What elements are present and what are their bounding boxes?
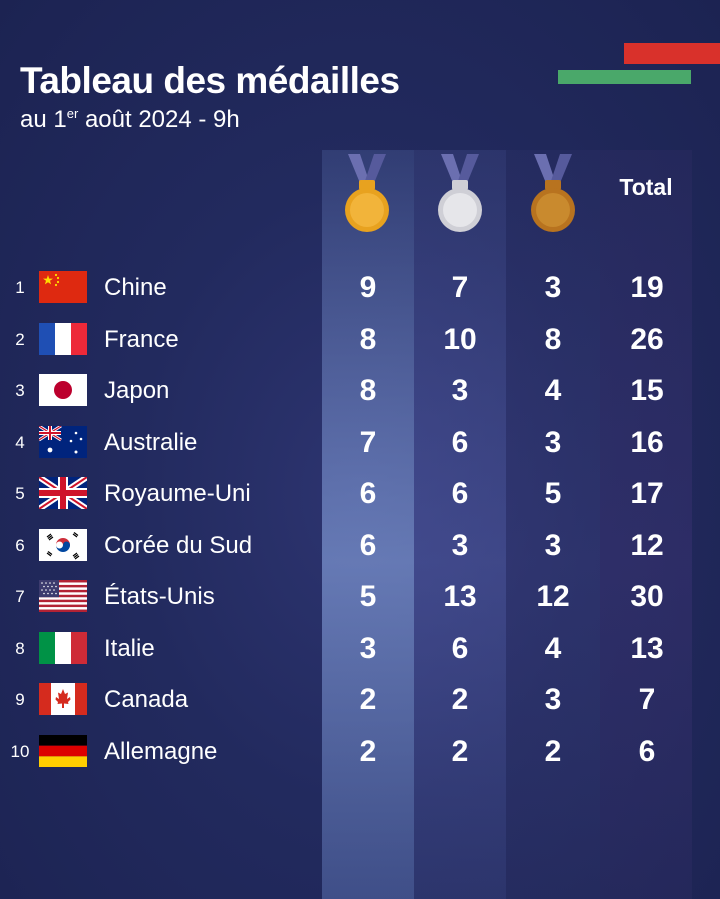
silver-medal-icon (438, 154, 482, 232)
rank-number: 2 (15, 329, 25, 349)
table-row: 10 Allemagne 2 2 2 6 (0, 728, 720, 776)
silver-count: 2 (451, 683, 469, 716)
country-name: États-Unis (104, 583, 215, 610)
decorative-green-stripe (558, 70, 691, 84)
country-name: France (104, 325, 179, 353)
total-column-background (600, 150, 692, 899)
gold-column-background (322, 150, 414, 899)
table-row: 7 États-Unis 5 13 12 30 (0, 573, 720, 621)
table-row: 6 Corée du Sud 6 3 3 12 (0, 522, 720, 570)
bronze-count: 3 (544, 528, 562, 562)
rank-number: 7 (15, 587, 25, 606)
australia-flag-icon (39, 425, 87, 458)
country-name: Royaume-Uni (104, 480, 251, 507)
rank-number: 4 (15, 432, 25, 452)
canada-flag-icon (39, 683, 87, 715)
table-row: 3 Japon 8 3 4 15 (0, 367, 720, 415)
rank-number: 10 (10, 741, 30, 761)
china-flag-icon (39, 271, 87, 303)
france-flag-icon (39, 322, 87, 355)
gold-count: 2 (359, 734, 377, 768)
usa-flag-icon (39, 580, 87, 612)
total-count: 17 (630, 477, 664, 510)
subtitle-prefix: au 1 (20, 106, 67, 133)
silver-count: 7 (451, 271, 469, 304)
total-count: 12 (630, 528, 664, 562)
bronze-count: 12 (536, 580, 570, 613)
total-count: 30 (630, 580, 664, 613)
gold-count: 6 (359, 477, 377, 510)
bronze-count: 3 (544, 271, 562, 304)
table-row: 4 Australie 7 6 3 16 (0, 419, 720, 467)
country-name: Japon (104, 377, 170, 404)
bronze-count: 4 (544, 631, 562, 665)
south-korea-flag-icon (39, 528, 87, 561)
decorative-red-stripe (624, 43, 720, 64)
table-row: 8 Italie 3 6 4 13 (0, 625, 720, 673)
country-name: Australie (104, 428, 198, 456)
country-name: Allemagne (104, 737, 218, 765)
gold-count: 5 (359, 580, 377, 613)
silver-column-background (414, 150, 506, 899)
rank-number: 6 (15, 535, 25, 555)
country-name: Canada (104, 686, 189, 713)
rank-number: 3 (15, 381, 25, 400)
japan-flag-icon (39, 374, 87, 406)
gold-count: 8 (359, 374, 377, 407)
silver-count: 3 (451, 528, 469, 562)
total-count: 13 (630, 631, 664, 665)
bronze-count: 2 (544, 734, 562, 768)
silver-count: 6 (451, 477, 469, 510)
bronze-medal-icon (531, 154, 575, 232)
total-count: 15 (630, 374, 664, 407)
total-count: 19 (630, 271, 664, 304)
uk-flag-icon (39, 477, 87, 509)
page-title: Tableau des médailles (20, 60, 400, 101)
total-column-header: Total (619, 174, 673, 200)
country-name: Corée du Sud (104, 531, 253, 559)
gold-count: 6 (359, 528, 377, 562)
table-row: 5 Royaume-Uni 6 6 5 17 (0, 470, 720, 518)
silver-count: 6 (451, 631, 469, 665)
subtitle-suffix: août 2024 - 9h (78, 106, 240, 133)
table-row: 9 Canada 2 2 3 7 (0, 676, 720, 724)
gold-medal-icon (345, 154, 389, 232)
bronze-count: 8 (544, 322, 562, 356)
gold-count: 7 (359, 425, 377, 459)
gold-count: 8 (359, 322, 377, 356)
total-count: 16 (630, 425, 664, 459)
table-row: 2 France 8 10 8 26 (0, 316, 720, 364)
subtitle-superscript: er (66, 106, 79, 121)
silver-count: 6 (451, 425, 469, 459)
bronze-count: 3 (544, 683, 562, 716)
germany-flag-icon (39, 734, 87, 767)
silver-count: 2 (451, 734, 469, 768)
silver-count: 13 (443, 580, 477, 613)
bronze-count: 4 (544, 374, 562, 407)
total-count: 6 (638, 734, 656, 768)
rank-number: 5 (15, 484, 25, 503)
rank-number: 9 (15, 690, 25, 709)
country-name: Italie (104, 634, 155, 662)
italy-flag-icon (39, 631, 87, 664)
gold-count: 9 (359, 271, 377, 304)
silver-count: 3 (451, 374, 469, 407)
page-subtitle: au 1er août 2024 - 9h (20, 106, 240, 134)
bronze-count: 5 (544, 477, 562, 510)
total-count: 7 (638, 683, 656, 716)
bronze-count: 3 (544, 425, 562, 459)
rank-number: 1 (15, 278, 25, 297)
silver-count: 10 (443, 322, 477, 356)
gold-count: 2 (359, 683, 377, 716)
gold-count: 3 (359, 631, 377, 665)
table-row: 1 Chine 9 7 3 19 (0, 264, 720, 312)
country-name: Chine (104, 274, 167, 301)
rank-number: 8 (15, 638, 25, 658)
bronze-column-background (506, 150, 600, 899)
total-count: 26 (630, 322, 664, 356)
